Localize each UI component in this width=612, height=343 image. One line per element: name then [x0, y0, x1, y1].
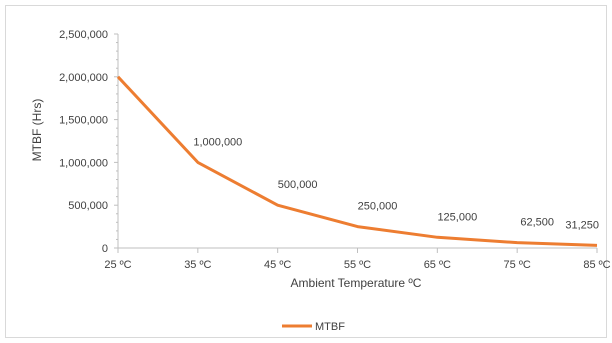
chart-frame — [5, 5, 607, 338]
data-label: 125,000 — [437, 211, 477, 223]
y-tick-label: 1,000,000 — [59, 157, 108, 169]
x-axis: 25 ºC 35 ºC 45 ºC 55 ºC 65 ºC 75 ºC 85 ºC — [104, 247, 611, 271]
x-tick-label: 75 ºC — [504, 259, 531, 271]
data-label: 500,000 — [278, 179, 318, 191]
data-label: 250,000 — [358, 201, 398, 213]
data-label: 62,500 — [520, 217, 554, 229]
data-labels: 1,000,000 500,000 250,000 125,000 62,500 31,2… — [193, 136, 599, 231]
legend-label-mtbf: MTBF — [315, 321, 345, 333]
y-axis-title: MTBF (Hrs) — [30, 99, 44, 162]
legend: MTBF — [282, 321, 345, 333]
y-tick-label: 0 — [102, 243, 108, 255]
x-axis-title: Ambient Temperature ºC — [291, 276, 422, 290]
series-group — [116, 75, 598, 247]
x-tick-label: 85 ºC — [583, 259, 610, 271]
data-label: 31,250 — [565, 219, 599, 231]
y-tick-label: 2,000,000 — [59, 72, 108, 84]
x-tick-label: 25 ºC — [104, 259, 131, 271]
x-tick-label: 35 ºC — [184, 259, 211, 271]
x-tick-label: 55 ºC — [344, 259, 371, 271]
y-axis: 0 500,000 1,000,000 1,500,000 2,000,000 2,500… — [59, 29, 119, 255]
x-tick-label: 65 ºC — [424, 259, 451, 271]
y-tick-label: 2,500,000 — [59, 29, 108, 41]
y-tick-label: 1,500,000 — [59, 115, 108, 127]
x-tick-label: 45 ºC — [264, 259, 291, 271]
data-label: 1,000,000 — [193, 136, 242, 148]
y-tick-label: 500,000 — [68, 200, 108, 212]
